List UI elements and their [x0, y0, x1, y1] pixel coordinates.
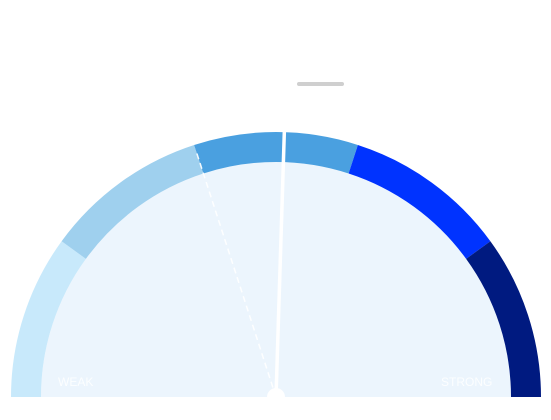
weak-label: WEAK: [58, 375, 93, 389]
needle: [274, 131, 287, 398]
title-placeholder: [297, 82, 344, 86]
gauge-face: [41, 162, 511, 397]
gauge-segment: [11, 241, 86, 397]
strong-label: STRONG: [441, 375, 492, 389]
marker-line: [195, 151, 277, 398]
needle-hub: [267, 388, 285, 406]
gauge-segment: [466, 241, 541, 397]
segments: [11, 131, 541, 397]
gauge-segment: [194, 131, 358, 174]
gauge-segment: [61, 144, 204, 259]
gauge-segment: [348, 144, 491, 259]
needles: [195, 131, 287, 398]
bottom-mask: [0, 398, 551, 420]
